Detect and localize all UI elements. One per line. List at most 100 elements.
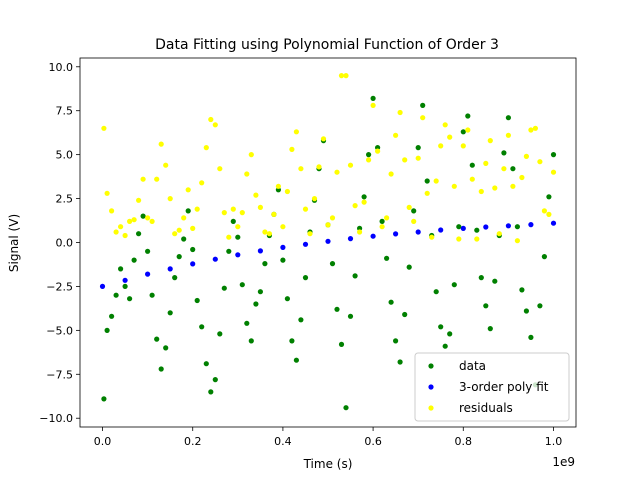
- data-point: [113, 292, 119, 298]
- data-point: [230, 218, 236, 224]
- data-point: [221, 285, 227, 291]
- data-point: [465, 127, 471, 133]
- data-point: [510, 166, 516, 172]
- data-point: [217, 331, 223, 337]
- data-point: [145, 248, 151, 254]
- data-point: [176, 227, 182, 233]
- data-point: [194, 297, 200, 304]
- data-point: [505, 115, 511, 121]
- data-point: [456, 224, 462, 230]
- data-point: [190, 225, 196, 231]
- series-data: [101, 95, 557, 411]
- data-point: [208, 389, 214, 395]
- data-point: [199, 324, 205, 330]
- y-tick-label: −2.5: [46, 280, 73, 293]
- data-point: [510, 183, 516, 189]
- data-point: [122, 277, 128, 283]
- data-point: [347, 236, 354, 242]
- x-axis-label: Time (s): [303, 457, 353, 471]
- y-tick-label: −7.5: [46, 368, 73, 381]
- y-tick-label: 5.0: [56, 149, 74, 162]
- data-point: [257, 289, 263, 295]
- data-point: [226, 234, 232, 240]
- chart-title: Data Fitting using Polynomial Function o…: [155, 37, 499, 53]
- data-point: [424, 178, 430, 184]
- data-point: [487, 138, 493, 144]
- data-point: [451, 282, 457, 288]
- data-point: [433, 178, 439, 184]
- data-point: [361, 194, 367, 200]
- data-point: [447, 331, 453, 337]
- legend-marker: [428, 363, 434, 369]
- data-point: [523, 153, 530, 159]
- data-point: [104, 327, 110, 333]
- data-point: [501, 166, 507, 172]
- data-point: [528, 222, 534, 228]
- data-point: [101, 396, 107, 402]
- data-point: [528, 127, 534, 133]
- data-point: [257, 204, 263, 210]
- x-tick-label: 0.2: [184, 435, 202, 448]
- data-point: [325, 238, 331, 244]
- data-point: [280, 244, 286, 250]
- data-point: [343, 73, 349, 79]
- data-point: [99, 283, 106, 289]
- data-point: [483, 160, 489, 166]
- data-point: [442, 122, 448, 128]
- data-point: [163, 345, 169, 351]
- data-point: [514, 224, 521, 230]
- data-point: [284, 296, 290, 302]
- data-point: [352, 273, 358, 279]
- data-point: [145, 215, 151, 221]
- data-point: [447, 134, 453, 140]
- data-point: [101, 125, 107, 131]
- data-point: [230, 206, 236, 212]
- data-point: [302, 206, 309, 212]
- data-point: [280, 224, 286, 230]
- legend-marker: [428, 384, 434, 390]
- data-point: [415, 229, 421, 235]
- data-point: [415, 155, 421, 161]
- data-point: [221, 210, 227, 216]
- data-point: [235, 234, 241, 240]
- data-point: [514, 238, 521, 244]
- data-point: [343, 405, 349, 411]
- data-point: [347, 313, 354, 319]
- data-point: [379, 224, 385, 230]
- data-point: [483, 303, 489, 309]
- data-point: [361, 199, 367, 205]
- data-point: [523, 308, 530, 314]
- data-point: [334, 169, 340, 175]
- legend-label: data: [459, 359, 486, 373]
- data-point: [370, 95, 376, 101]
- data-point: [118, 224, 124, 230]
- data-point: [460, 129, 466, 135]
- y-tick-label: 2.5: [56, 193, 74, 206]
- data-point: [397, 109, 403, 116]
- data-point: [370, 233, 376, 239]
- data-point: [384, 255, 390, 261]
- axes-layer: 0.0 0.2 0.4 0.6 0.8 1.0 −10.0 −7.5 −5.0 −2.5 0.0 2.…: [39, 57, 577, 448]
- data-point: [208, 116, 214, 123]
- data-point: [366, 157, 372, 163]
- data-point: [438, 324, 444, 330]
- data-point: [442, 343, 448, 349]
- data-point: [262, 229, 268, 235]
- data-point: [172, 231, 178, 237]
- data-point: [370, 102, 376, 108]
- data-point: [190, 261, 196, 267]
- data-point: [104, 190, 110, 196]
- x-tick-label: 0.6: [364, 435, 382, 448]
- data-point: [460, 143, 466, 149]
- series-3-order-poly-fit: [99, 220, 557, 289]
- data-point: [235, 224, 241, 230]
- legend-box: [414, 352, 570, 422]
- data-point: [325, 222, 331, 228]
- data-point: [131, 217, 137, 223]
- data-point: [393, 338, 399, 344]
- data-point: [217, 166, 223, 172]
- data-point: [199, 180, 205, 186]
- legend-marker: [428, 405, 434, 411]
- data-point: [149, 292, 155, 298]
- data-point: [357, 225, 363, 231]
